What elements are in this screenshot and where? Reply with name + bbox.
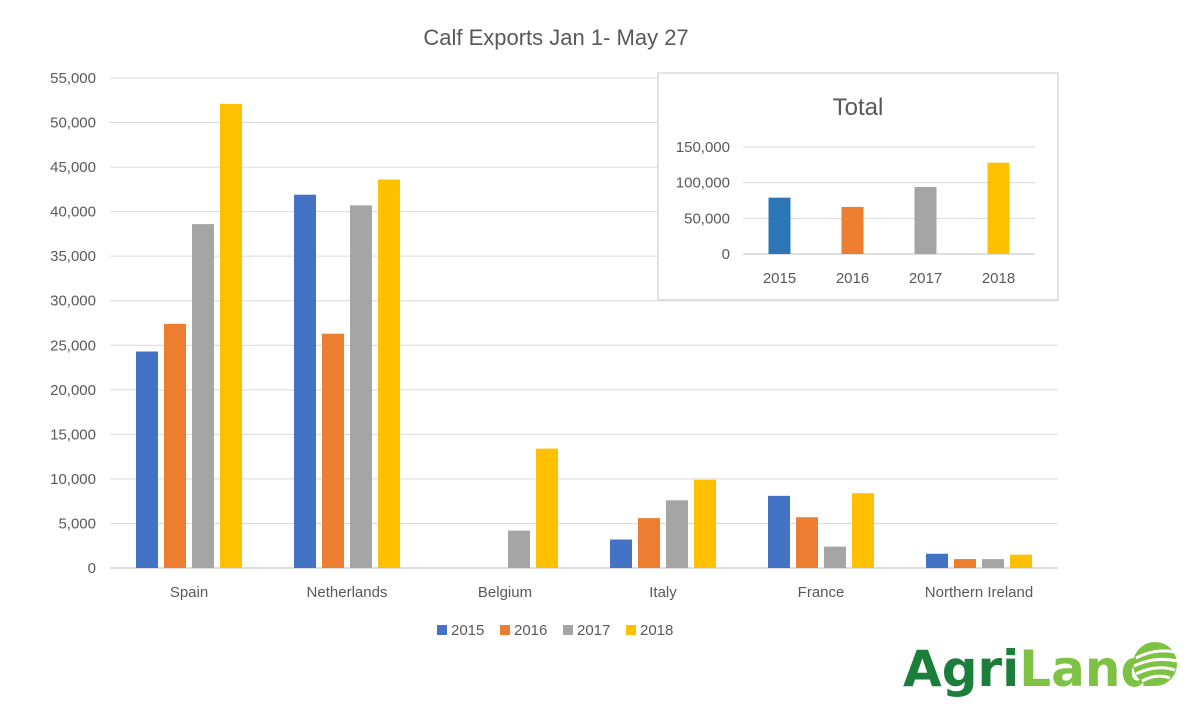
bar-italy-2017 (666, 500, 688, 568)
main-y-tick-label: 5,000 (58, 515, 96, 532)
bar-italy-2015 (610, 539, 632, 568)
bar-france-2015 (768, 495, 790, 568)
bar-italy-2018 (694, 479, 716, 568)
bar-belgium-2018 (536, 448, 558, 568)
inset-y-tick-label: 50,000 (684, 210, 730, 227)
main-y-tick-label: 55,000 (50, 70, 96, 87)
inset-chart: Total 0 50,000 100,000 150,000 2015 2016 2017… (657, 72, 1059, 301)
agriland-logo: AgriLand (903, 640, 1178, 698)
legend-swatch-2015 (437, 625, 447, 635)
bar-netherlands-2017 (350, 205, 372, 568)
main-x-tick-label: Italy (649, 584, 677, 601)
bar-netherlands-2016 (322, 333, 344, 568)
main-y-tick-label: 50,000 (50, 115, 96, 132)
main-y-tick-label: 15,000 (50, 426, 96, 443)
inset-x-axis-ticks: 2015 2016 2017 2018 (763, 270, 1015, 287)
legend-swatch-2018 (626, 625, 636, 635)
logo-wordmark: AgriLand (903, 640, 1156, 698)
main-x-tick-label: Northern Ireland (925, 584, 1033, 601)
bar-spain-2018 (220, 103, 242, 568)
main-y-tick-label: 25,000 (50, 337, 96, 354)
inset-gridlines (743, 146, 1035, 255)
bar-northern-ireland-2018 (1010, 554, 1032, 568)
inset-title: Total (833, 94, 884, 121)
bar-netherlands-2018 (378, 179, 400, 568)
bar-northern-ireland-2017 (982, 559, 1004, 568)
legend-label-2015: 2015 (451, 622, 484, 639)
bar-france-2016 (796, 517, 818, 568)
inset-bar-2015 (768, 197, 791, 254)
inset-y-tick-label: 0 (722, 246, 730, 263)
inset-x-tick-label: 2015 (763, 270, 796, 287)
bar-france-2018 (852, 493, 874, 568)
main-x-tick-label: France (798, 584, 845, 601)
legend-label-2018: 2018 (640, 622, 673, 639)
legend-swatch-2016 (500, 625, 510, 635)
main-y-axis-ticks: 0 5,000 10,000 15,000 20,000 25,000 30,000 35,0… (50, 70, 96, 577)
inset-bar-2016 (841, 206, 864, 254)
main-x-tick-label: Belgium (478, 584, 532, 601)
bar-belgium-2017 (508, 530, 530, 568)
bar-france-2017 (824, 546, 846, 568)
main-y-tick-label: 40,000 (50, 204, 96, 221)
legend-label-2016: 2016 (514, 622, 547, 639)
main-y-tick-label: 35,000 (50, 248, 96, 265)
bar-northern-ireland-2015 (926, 553, 948, 568)
bar-spain-2016 (164, 323, 186, 568)
inset-bars (768, 162, 1010, 254)
main-bars (136, 103, 1032, 569)
legend: 2015 2016 2017 2018 (437, 622, 673, 639)
main-x-tick-label: Netherlands (307, 584, 388, 601)
bar-spain-2017 (192, 224, 214, 569)
bar-netherlands-2015 (294, 194, 316, 568)
main-y-tick-label: 0 (88, 560, 96, 577)
main-x-axis-ticks: Spain Netherlands Belgium Italy France Northe… (170, 584, 1033, 601)
bar-spain-2015 (136, 351, 158, 568)
main-y-tick-label: 10,000 (50, 471, 96, 488)
inset-y-axis-ticks: 0 50,000 100,000 150,000 (676, 139, 730, 263)
main-y-tick-label: 20,000 (50, 382, 96, 399)
logo-field-icon (1133, 642, 1178, 686)
inset-x-tick-label: 2018 (982, 270, 1015, 287)
legend-swatch-2017 (563, 625, 573, 635)
bar-italy-2016 (638, 518, 660, 568)
inset-x-tick-label: 2016 (836, 270, 869, 287)
logo-text-land: Land (1019, 640, 1156, 698)
main-chart: Calf Exports Jan 1- May 27 0 5,000 10,000 1… (50, 25, 1058, 639)
bar-northern-ireland-2016 (954, 559, 976, 568)
chart-title: Calf Exports Jan 1- May 27 (423, 25, 688, 50)
main-y-tick-label: 30,000 (50, 293, 96, 310)
logo-text-agri: Agri (903, 640, 1019, 698)
inset-x-tick-label: 2017 (909, 270, 942, 287)
inset-bar-2017 (914, 186, 937, 254)
inset-bar-2018 (987, 162, 1010, 254)
inset-y-tick-label: 150,000 (676, 139, 730, 156)
inset-y-tick-label: 100,000 (676, 175, 730, 192)
legend-label-2017: 2017 (577, 622, 610, 639)
main-y-tick-label: 45,000 (50, 159, 96, 176)
main-x-tick-label: Spain (170, 584, 208, 601)
